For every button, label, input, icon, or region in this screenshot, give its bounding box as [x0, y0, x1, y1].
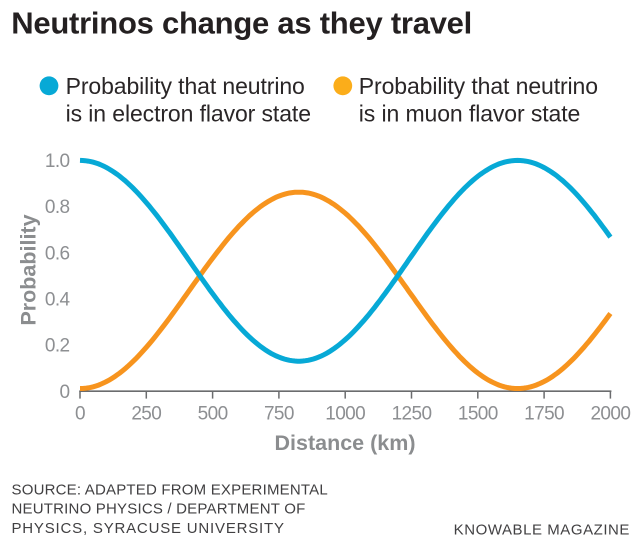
svg-text:750: 750 — [264, 404, 294, 425]
svg-text:1500: 1500 — [458, 404, 498, 425]
svg-text:Probability: Probability — [16, 214, 40, 325]
svg-text:500: 500 — [198, 404, 228, 425]
svg-text:is in electron flavor state: is in electron flavor state — [66, 101, 311, 127]
svg-text:0.4: 0.4 — [45, 290, 71, 311]
svg-text:0.6: 0.6 — [45, 243, 70, 264]
svg-text:250: 250 — [131, 404, 161, 425]
svg-text:1250: 1250 — [392, 404, 432, 425]
svg-text:Distance (km): Distance (km) — [275, 431, 416, 455]
svg-text:Neutrinos change as they trave: Neutrinos change as they travel — [11, 5, 472, 40]
svg-text:0.2: 0.2 — [45, 336, 70, 357]
svg-text:0: 0 — [60, 382, 70, 403]
svg-text:Probability that neutrino: Probability that neutrino — [66, 73, 305, 99]
svg-text:KNOWABLE MAGAZINE: KNOWABLE MAGAZINE — [454, 521, 630, 538]
svg-text:PHYSICS, SYRACUSE UNIVERSITY: PHYSICS, SYRACUSE UNIVERSITY — [12, 520, 285, 537]
svg-text:Probability that neutrino: Probability that neutrino — [359, 73, 598, 99]
svg-text:1000: 1000 — [325, 404, 365, 425]
svg-text:2000: 2000 — [590, 404, 630, 425]
svg-text:is in muon flavor state: is in muon flavor state — [359, 101, 580, 127]
svg-text:NEUTRINO PHYSICS / DEPARTMENT: NEUTRINO PHYSICS / DEPARTMENT OF — [12, 501, 306, 518]
svg-text:0.8: 0.8 — [45, 197, 70, 218]
svg-text:1.0: 1.0 — [45, 151, 70, 172]
svg-text:0: 0 — [75, 404, 85, 425]
svg-text:SOURCE: ADAPTED FROM EXPERIMEN: SOURCE: ADAPTED FROM EXPERIMENTAL — [12, 482, 328, 499]
svg-text:1750: 1750 — [524, 404, 564, 425]
